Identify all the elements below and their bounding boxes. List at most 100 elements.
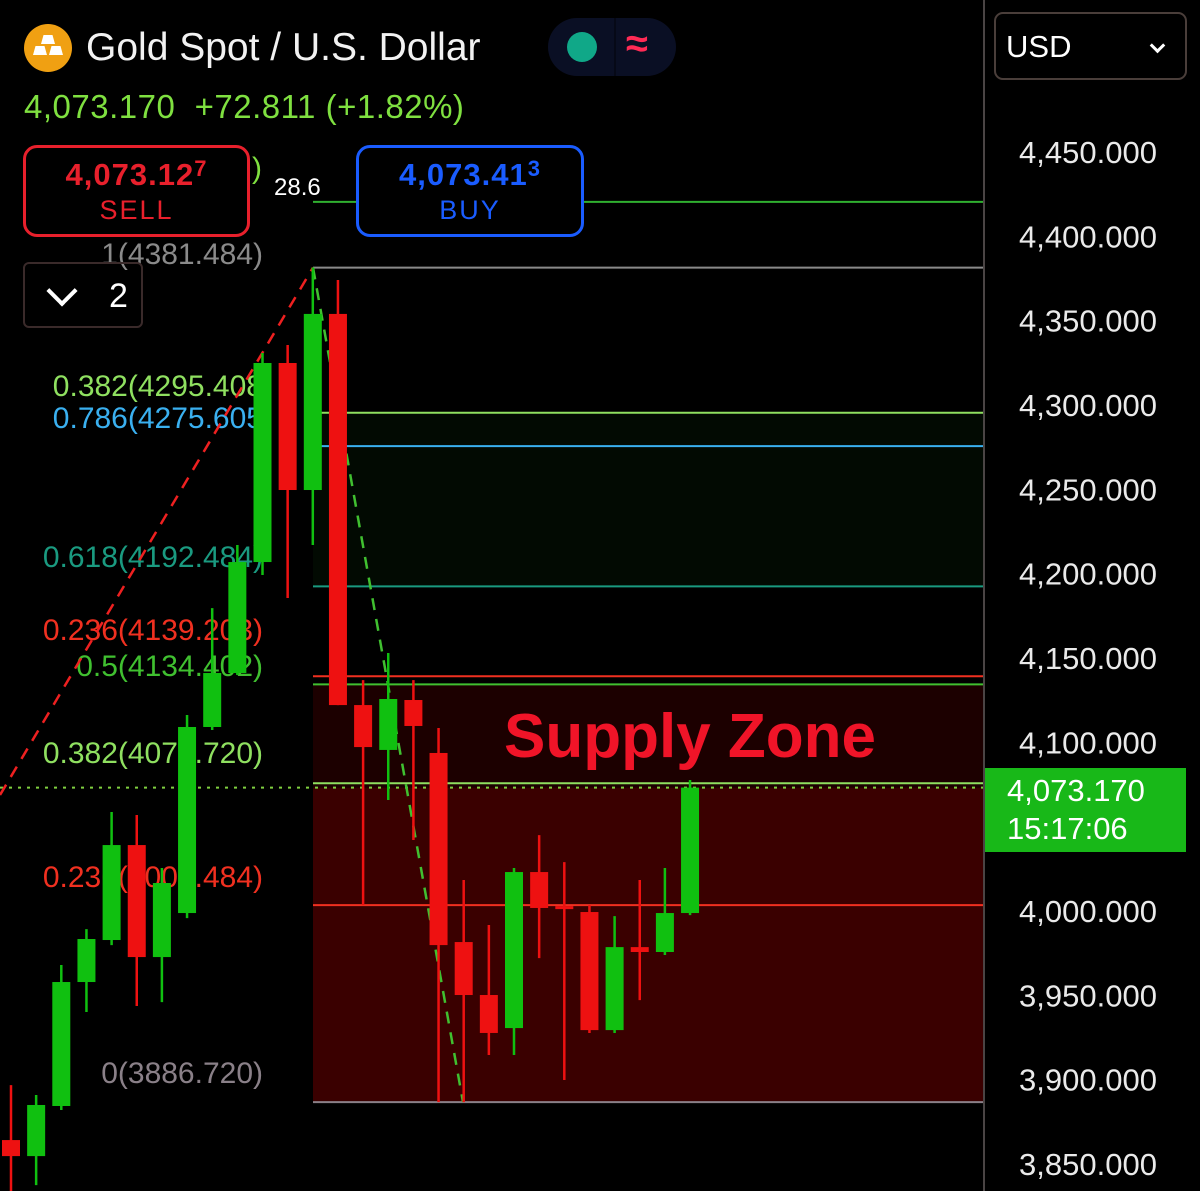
trend-line-up	[0, 266, 315, 796]
sell-price-pip: 7	[194, 156, 208, 181]
buy-price: 4,073.41	[399, 157, 528, 192]
candle	[303, 267, 322, 546]
candle-body	[2, 1140, 20, 1157]
candle-body	[630, 947, 649, 953]
candle-body	[127, 845, 146, 958]
candle	[580, 905, 599, 1033]
y-axis-tick: 4,350.000	[1019, 304, 1157, 339]
candle	[152, 868, 171, 1003]
y-axis-tick: 4,000.000	[1019, 894, 1157, 929]
candle	[479, 925, 498, 1056]
candle	[102, 812, 121, 946]
candle	[127, 815, 146, 1006]
candle	[2, 1085, 20, 1191]
candle-body	[102, 845, 121, 941]
fib-level-label: 0.382(4295.408	[53, 370, 263, 403]
candle	[454, 879, 473, 1103]
candle-body	[77, 939, 96, 983]
y-axis-tick: 4,250.000	[1019, 472, 1157, 507]
candle-body	[530, 872, 549, 908]
candle	[505, 868, 523, 1056]
price-axis-bg	[984, 0, 1200, 1191]
candle	[605, 916, 624, 1033]
candle	[354, 680, 373, 906]
candle-body	[655, 913, 674, 953]
candle	[530, 835, 549, 959]
supply-zone-upper	[313, 684, 983, 788]
candle-body	[27, 1104, 46, 1157]
candle	[655, 868, 674, 956]
fib-level-label: 1(4381.484)	[101, 238, 263, 271]
chevron-down-icon	[46, 275, 78, 307]
candle-body	[555, 906, 574, 910]
sell-label: SELL	[99, 195, 174, 225]
collapse-count: 2	[109, 277, 128, 315]
current-price-label: 4,073.170	[1007, 773, 1145, 808]
gold-bars-icon	[24, 24, 72, 72]
current-price-tag: 4,073.170 15:17:06	[985, 768, 1186, 852]
candle	[379, 652, 398, 801]
fib-zone-fill	[313, 412, 983, 587]
supply-zone-label: Supply Zone	[504, 702, 876, 771]
y-axis-tick: 3,900.000	[1019, 1063, 1157, 1098]
candle-body	[303, 313, 322, 491]
candle	[77, 929, 96, 1013]
y-axis-tick: 3,850.000	[1019, 1147, 1157, 1182]
stray-paren: )	[252, 152, 262, 185]
spread-value: 28.6	[274, 174, 321, 201]
candle	[228, 545, 247, 676]
candle-body	[228, 562, 247, 674]
candle-body	[278, 363, 297, 491]
fib-level-label: 0.236(4139.203)	[43, 614, 263, 647]
sell-button[interactable]: 4,073.127 SELL	[23, 145, 250, 237]
y-axis-tick: 4,400.000	[1019, 219, 1157, 254]
currency-select[interactable]: USD	[994, 12, 1187, 80]
last-price: 4,073.170	[24, 88, 176, 125]
candle-body	[152, 883, 171, 958]
candle	[555, 862, 574, 1081]
candle-body	[328, 313, 347, 706]
candle-body	[454, 942, 473, 996]
price-quote: 4,073.170 +72.811 (+1.82%)	[24, 88, 464, 126]
candle-body	[580, 912, 599, 1031]
candle	[253, 353, 272, 576]
fib-level-label: 0.786(4275.605	[53, 402, 263, 435]
candle	[404, 680, 423, 841]
y-axis-tick: 4,300.000	[1019, 388, 1157, 423]
candle	[681, 779, 700, 916]
candle-body	[178, 726, 197, 914]
candle	[278, 344, 297, 598]
market-status-toggle[interactable]: ≈	[548, 18, 676, 76]
y-axis-tick: 4,150.000	[1019, 641, 1157, 676]
symbol-title: Gold Spot / U.S. Dollar	[86, 26, 481, 69]
symbol-header[interactable]: Gold Spot / U.S. Dollar	[24, 20, 481, 76]
buy-button[interactable]: 4,073.413 BUY	[356, 145, 584, 237]
candle-body	[404, 700, 423, 726]
candle	[630, 879, 649, 1001]
price-change: +72.811	[194, 88, 316, 125]
candle-body	[479, 995, 498, 1033]
candle-body	[505, 872, 523, 1029]
y-axis-tick: 4,200.000	[1019, 557, 1157, 592]
candle	[203, 608, 222, 731]
approx-wave-icon: ≈	[626, 22, 648, 66]
fib-level-label: 0.618(4192.484)	[43, 541, 263, 574]
y-axis-tick: 4,450.000	[1019, 135, 1157, 170]
buy-price-pip: 3	[527, 156, 541, 181]
candle-body	[681, 787, 700, 914]
candle-body	[429, 752, 448, 946]
candle-body	[203, 673, 222, 727]
fib-level-label: 0.382(4075.720)	[43, 737, 263, 770]
y-axis-tick: 4,100.000	[1019, 725, 1157, 760]
currency-value: USD	[1006, 29, 1072, 64]
candle-body	[253, 363, 272, 563]
candle-body	[605, 947, 624, 1031]
candle	[52, 964, 71, 1111]
market-open-dot-icon	[567, 32, 597, 62]
candle-body	[354, 705, 373, 748]
collapse-button[interactable]: 2	[23, 262, 143, 328]
candle	[429, 728, 448, 1103]
sell-price: 4,073.12	[65, 157, 195, 192]
candle-body	[52, 982, 71, 1106]
